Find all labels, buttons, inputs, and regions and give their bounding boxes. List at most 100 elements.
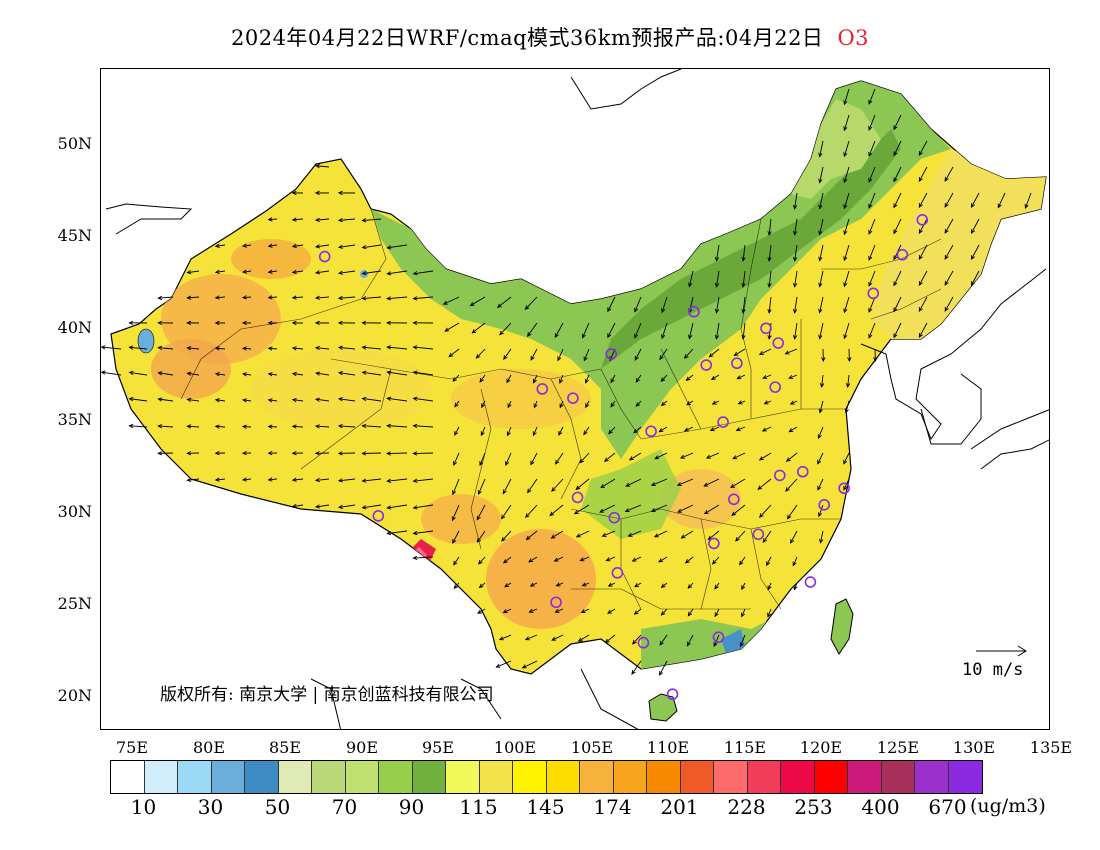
wind-arrow-head [412, 345, 418, 350]
wind-arrow [338, 504, 356, 508]
wind-arrow-head [528, 558, 534, 563]
wind-arrow [387, 270, 408, 275]
lon-label: 120E [799, 738, 843, 757]
colorbar-swatch [111, 761, 145, 793]
wind-arrow [582, 322, 590, 338]
wind-arrow-head [291, 477, 297, 482]
wind-arrow-head [650, 482, 656, 486]
wind-arrow [559, 400, 564, 408]
wind-vectors [101, 88, 1032, 676]
wind-arrow-head [479, 461, 484, 467]
wind-arrow-head [600, 483, 605, 489]
wind-arrow-head [605, 557, 611, 562]
wind-arrow-head [214, 243, 220, 248]
wind-arrow [413, 397, 434, 402]
wind-arrow [413, 371, 434, 376]
wind-arrow-head [685, 376, 691, 382]
wind-arrow-head [714, 256, 720, 262]
wind-arrow [444, 322, 460, 332]
wind-arrow-head [452, 490, 457, 496]
wind-arrow [496, 660, 512, 668]
station-marker [752, 528, 765, 541]
lat-label: 25N [57, 594, 92, 613]
wind-arrow [742, 244, 746, 261]
wind-arrow [680, 452, 694, 459]
wind-arrow-head [817, 459, 822, 465]
wind-arrow [187, 270, 200, 274]
wind-arrow-head [686, 641, 691, 647]
wind-arrow-head [315, 397, 320, 402]
lon-label: 95E [421, 738, 455, 757]
lat-label: 50N [57, 134, 92, 153]
wind-arrow [502, 478, 512, 494]
wind-arrow-head [819, 383, 825, 388]
wind-arrow-head [529, 582, 535, 587]
wind-arrow [452, 530, 460, 544]
wind-arrow-head [291, 371, 297, 377]
wind-arrow-head [970, 203, 975, 209]
wind-arrow-head [843, 308, 848, 314]
wind-arrow [843, 296, 850, 313]
wind-arrow [819, 322, 824, 339]
wind-arrow [731, 504, 746, 516]
wind-arrow [742, 322, 746, 339]
colorbar-swatch [848, 761, 882, 793]
wind-arrow [893, 270, 902, 286]
wind-arrow [452, 478, 460, 495]
wind-arrow-head [361, 396, 367, 402]
wind-arrow [503, 608, 512, 613]
wind-arrow-head [412, 505, 418, 510]
wind-arrow [712, 400, 720, 405]
wind-arrow [503, 348, 512, 360]
wind-arrow-head [714, 612, 719, 618]
wind-arrow-head [314, 190, 320, 196]
map-area[interactable] [100, 68, 1050, 730]
wind-arrow-head [918, 177, 923, 182]
wind-arrow-head [843, 126, 848, 132]
wind-arrow-head [452, 377, 458, 382]
wind-arrow [554, 556, 564, 562]
colorbar-swatch [312, 761, 346, 793]
wind-arrow-head [214, 398, 220, 403]
station-marker [605, 348, 618, 360]
wind-arrow-head [843, 230, 848, 236]
wind-arrow [660, 374, 668, 382]
wind-arrow [315, 347, 330, 350]
wind-arrow [387, 478, 408, 482]
wind-arrow-head [475, 354, 481, 359]
colorbar-label: 145 [526, 795, 565, 819]
wind-arrow-head [607, 609, 612, 614]
wind-arrow [557, 348, 564, 361]
wind-arrow [625, 504, 642, 512]
wind-arrow-head [658, 428, 664, 433]
wind-arrow-head [741, 334, 746, 340]
lat-label: 20N [57, 686, 92, 705]
wind-arrow-head [186, 320, 192, 326]
wind-arrow [818, 426, 824, 439]
wind-arrow [625, 478, 642, 487]
wind-arrow-head [683, 354, 689, 359]
wind-arrow-head [918, 307, 923, 312]
wind-arrow [606, 556, 616, 561]
wind-arrow-head [444, 327, 450, 332]
station-marker [666, 688, 679, 701]
wind-arrow [215, 270, 226, 273]
station-marker [536, 383, 549, 395]
wind-arrow-head [688, 282, 693, 288]
wind-arrow [315, 244, 330, 248]
wind-arrow-head [679, 454, 685, 459]
wind-arrow-head [845, 383, 851, 388]
wind-arrow [268, 244, 278, 247]
wind-arrow [292, 373, 304, 376]
wind-arrow [315, 478, 330, 481]
wind-arrow-head [604, 638, 610, 644]
wind-arrow [659, 426, 668, 433]
wind-arrow-head [524, 636, 530, 641]
wind-arrow-head [579, 458, 584, 464]
wind-arrow-head [337, 397, 343, 402]
wind-arrow [868, 296, 876, 313]
lat-label: 35N [57, 410, 92, 429]
wind-arrow [158, 425, 174, 428]
wind-arrow [792, 556, 798, 566]
colorbar-swatch [680, 761, 714, 793]
